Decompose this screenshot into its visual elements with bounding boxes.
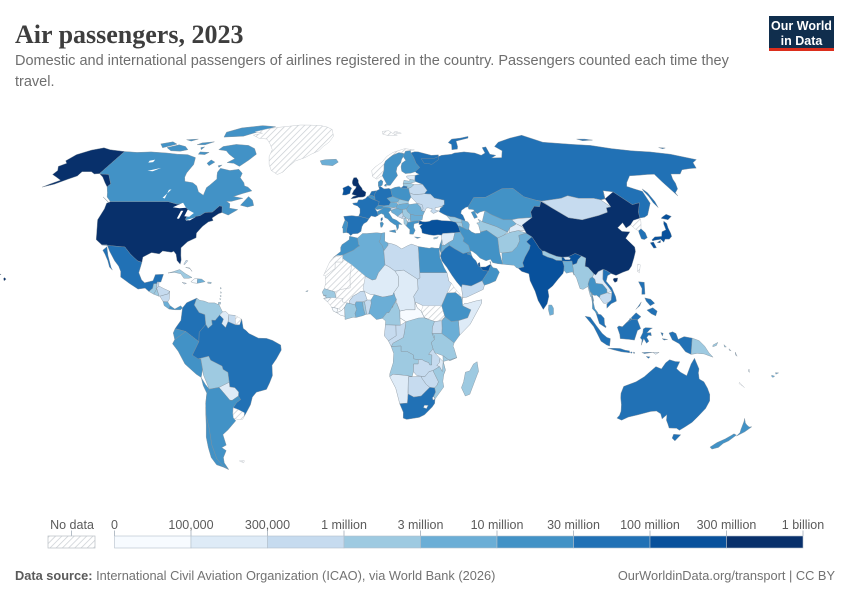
svg-text:0: 0 (111, 518, 118, 532)
svg-text:1 billion: 1 billion (782, 518, 824, 532)
svg-text:1 million: 1 million (321, 518, 367, 532)
svg-text:30 million: 30 million (547, 518, 600, 532)
svg-text:100,000: 100,000 (168, 518, 213, 532)
svg-text:300 million: 300 million (697, 518, 757, 532)
svg-text:300,000: 300,000 (245, 518, 290, 532)
svg-text:3 million: 3 million (398, 518, 444, 532)
svg-text:10 million: 10 million (471, 518, 524, 532)
svg-text:100 million: 100 million (620, 518, 680, 532)
